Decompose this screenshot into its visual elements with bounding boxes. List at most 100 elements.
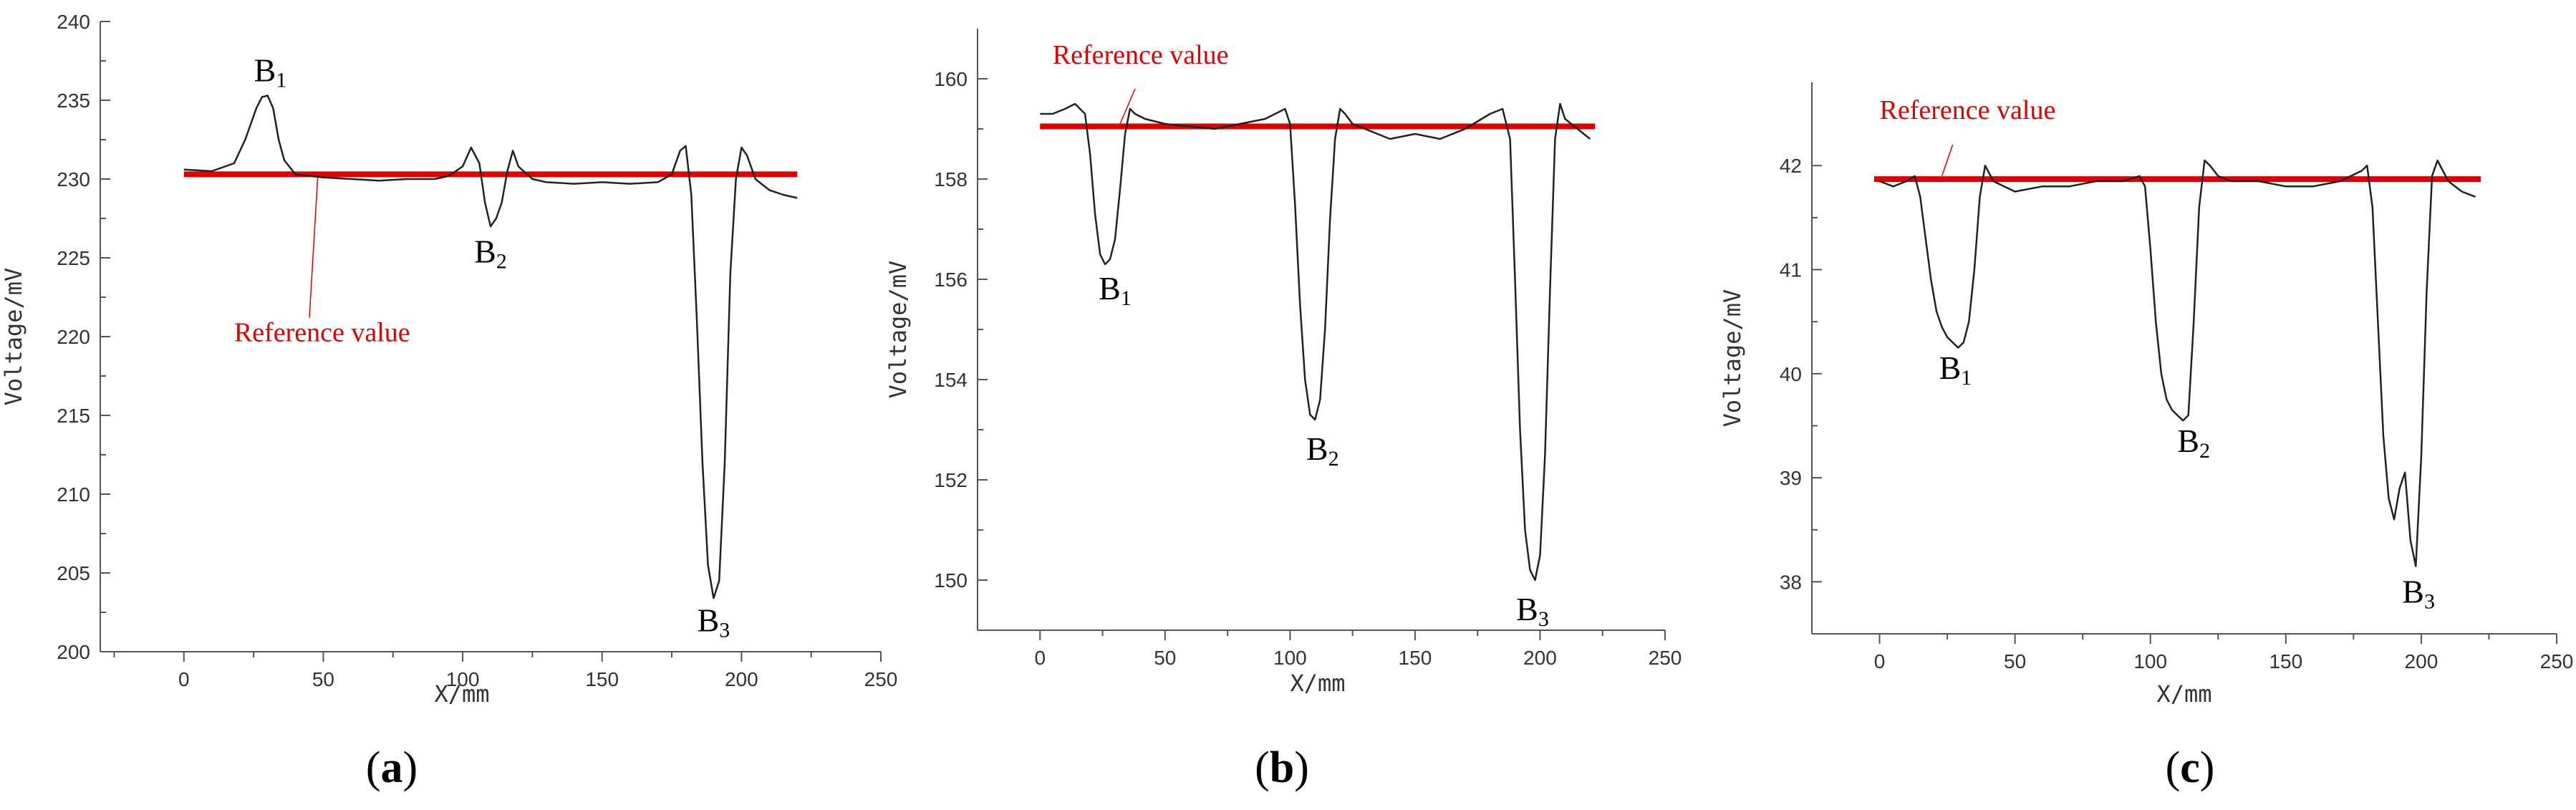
panel-label-b-text: b xyxy=(1270,743,1294,792)
y-tick-label: 39 xyxy=(1780,467,1802,489)
peak-label-base: B xyxy=(1306,430,1328,467)
reference-value-label: Reference value xyxy=(234,318,410,348)
x-tick-label: 100 xyxy=(2133,650,2167,672)
peak-label-B2: B2 xyxy=(2177,423,2210,463)
x-tick-label: 150 xyxy=(2269,650,2302,672)
peak-label-B3: B3 xyxy=(1516,591,1549,631)
y-tick-label: 205 xyxy=(57,562,90,584)
x-tick-label: 200 xyxy=(1523,647,1557,669)
reference-pointer xyxy=(309,177,319,318)
peak-label-sub: 3 xyxy=(1538,607,1549,631)
series-layer-b xyxy=(1040,102,1591,582)
x-tick-label: 150 xyxy=(1399,647,1432,669)
x-tick-label: 0 xyxy=(1874,650,1886,672)
y-tick-label: 210 xyxy=(57,483,90,506)
x-tick-label: 250 xyxy=(2540,650,2574,672)
series-layer-c xyxy=(1879,159,2476,567)
y-tick-label: 235 xyxy=(57,90,90,112)
series-line-voltage xyxy=(183,95,798,599)
peak-label-sub: 2 xyxy=(2199,439,2210,463)
peak-label-base: B xyxy=(1516,591,1538,627)
series-line-voltage xyxy=(1879,159,2476,567)
x-tick-label: 50 xyxy=(312,668,334,690)
y-tick-label: 42 xyxy=(1780,155,1802,177)
peak-label-sub: 1 xyxy=(276,69,286,92)
panel-label-b: (b) xyxy=(1255,743,1309,792)
peak-label-B1: B1 xyxy=(1939,349,1972,390)
peak-label-B1: B1 xyxy=(1099,270,1132,310)
y-tick-label: 225 xyxy=(57,247,90,269)
peak-label-base: B xyxy=(2177,423,2199,459)
x-axis-title-b: X/mm xyxy=(1290,670,1345,697)
y-tick-label: 152 xyxy=(934,469,968,491)
y-tick-label: 158 xyxy=(934,168,968,191)
peak-label-B3: B3 xyxy=(2402,573,2435,613)
peak-label-base: B xyxy=(698,602,720,638)
x-axis-title-c: X/mm xyxy=(2156,680,2211,708)
x-tick-label: 100 xyxy=(446,668,480,690)
y-tick-label: 154 xyxy=(934,369,968,391)
chart-panel-a: 200 205 210 215 220 225 230 235 240 0 50 100 150 200 2… xyxy=(0,11,897,792)
peak-label-B3: B3 xyxy=(698,602,730,642)
x-tick-label: 100 xyxy=(1273,647,1307,669)
x-tick-label: 150 xyxy=(585,668,619,690)
x-tick-label: 250 xyxy=(1649,647,1682,669)
panel-label-c-text: c xyxy=(2180,743,2200,792)
svg-text:(b): (b) xyxy=(1255,743,1309,792)
reference-pointer xyxy=(1941,144,1954,177)
x-tick-label: 250 xyxy=(864,668,898,690)
peak-label-B2: B2 xyxy=(474,233,507,274)
peak-label-sub: 3 xyxy=(719,618,730,642)
peak-label-base: B xyxy=(254,52,276,89)
peak-label-base: B xyxy=(474,233,496,270)
y-tick-label: 220 xyxy=(57,326,90,348)
y-tick-label: 41 xyxy=(1780,259,1802,281)
peak-label-sub: 1 xyxy=(1121,286,1132,310)
x-tick-label: 50 xyxy=(1154,647,1176,669)
peak-label-sub: 2 xyxy=(496,250,507,274)
peak-label-sub: 3 xyxy=(2424,589,2435,613)
peak-label-base: B xyxy=(2402,573,2424,609)
y-tick-label: 240 xyxy=(57,11,90,33)
chart-panel-c: 38 39 40 41 42 0 50 100 150 200 250 Reference valu… xyxy=(1719,82,2573,792)
svg-text:(a): (a) xyxy=(366,743,418,792)
peak-label-base: B xyxy=(1939,349,1962,386)
peak-label-sub: 1 xyxy=(1961,366,1972,390)
peak-label-base: B xyxy=(1099,270,1121,307)
panel-label-a: (a) xyxy=(366,743,418,792)
axes-c: 38 39 40 41 42 0 50 100 150 200 250 xyxy=(1780,82,2574,672)
svg-text:(c): (c) xyxy=(2166,743,2215,792)
y-axis-title-c: Voltage/mV xyxy=(1719,289,1746,428)
peak-label-sub: 2 xyxy=(1328,447,1339,471)
peak-label-B2: B2 xyxy=(1306,430,1339,471)
reference-value-label: Reference value xyxy=(1880,95,2056,125)
x-tick-label: 200 xyxy=(725,668,758,690)
x-tick-label: 0 xyxy=(1034,647,1046,669)
y-tick-label: 38 xyxy=(1780,571,1802,593)
axes-b: 150 152 154 156 158 160 0 50 100 150 200 250 xyxy=(934,29,1682,669)
y-tick-label: 230 xyxy=(57,168,90,191)
y-tick-label: 200 xyxy=(57,641,90,663)
series-layer-a xyxy=(183,95,798,599)
chart-panel-b: 150 152 154 156 158 160 0 50 100 150 200 250 Refere… xyxy=(884,29,1682,792)
reference-pointer xyxy=(1119,88,1136,125)
panel-label-c: (c) xyxy=(2166,743,2215,792)
y-tick-label: 40 xyxy=(1780,363,1802,385)
x-axis-title-a: X/mm xyxy=(434,680,489,708)
y-axis-title-a: Voltage/mV xyxy=(0,268,27,406)
y-axis-title-b: Voltage/mV xyxy=(884,261,912,399)
reference-value-label: Reference value xyxy=(1053,40,1229,70)
axes-a: 200 205 210 215 220 225 230 235 240 0 50 100 150 200 2… xyxy=(57,11,897,690)
panel-label-a-text: a xyxy=(381,743,403,792)
y-tick-label: 156 xyxy=(934,269,968,291)
y-tick-label: 160 xyxy=(934,68,968,90)
x-tick-label: 0 xyxy=(178,668,190,690)
series-line-voltage xyxy=(1040,102,1591,582)
peak-label-B1: B1 xyxy=(254,52,287,92)
y-tick-label: 150 xyxy=(934,569,968,592)
x-tick-label: 50 xyxy=(2004,650,2026,672)
